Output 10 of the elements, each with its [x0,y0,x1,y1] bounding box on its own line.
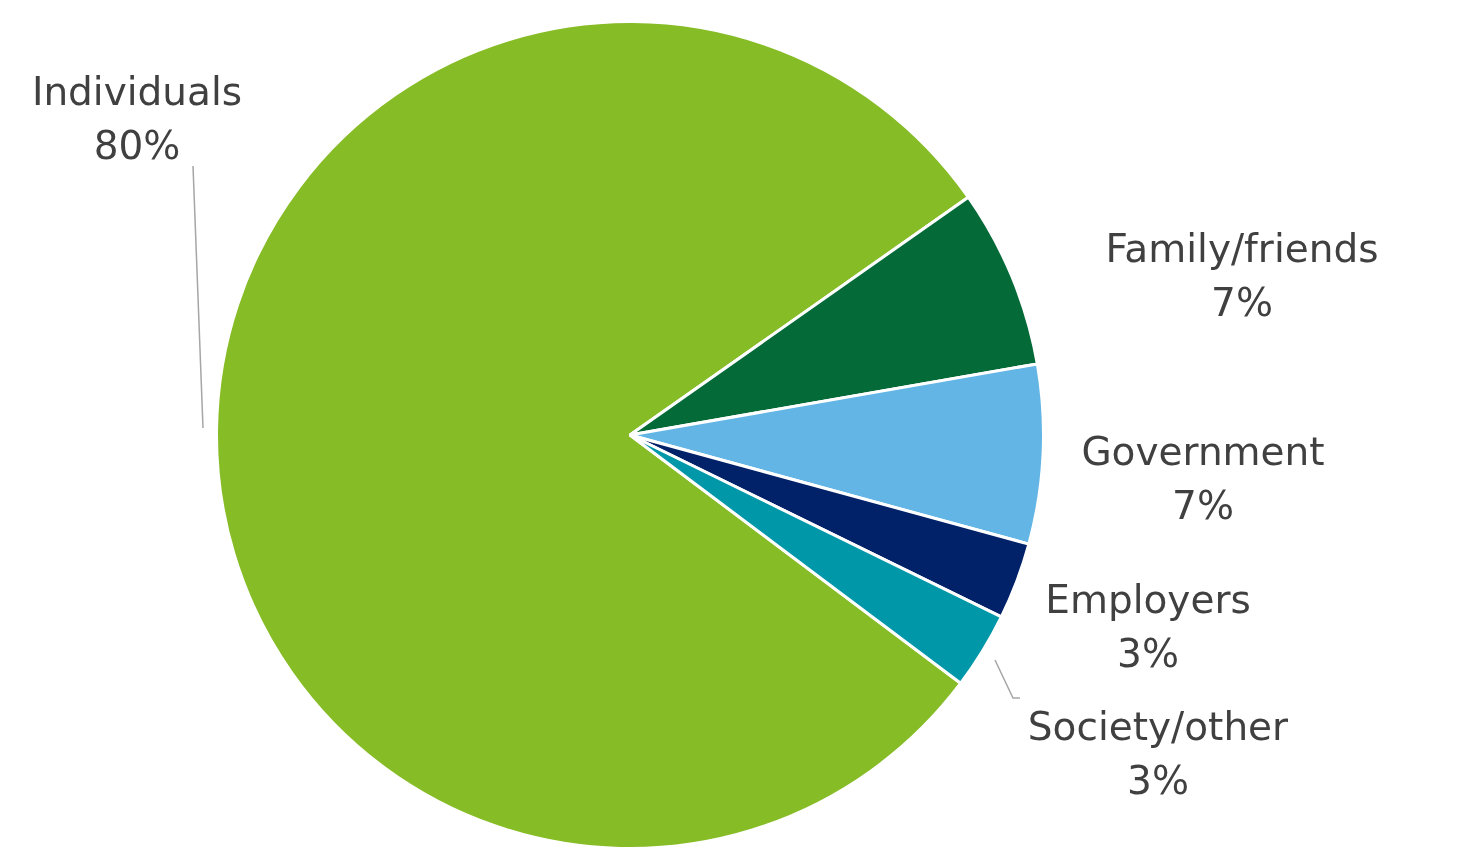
slice-label: Family/friends [1105,226,1379,272]
data-label: 7% [1211,280,1273,326]
slice-label: Individuals [31,69,243,115]
data-label: 3% [1127,758,1189,804]
slice-label: Government [1081,429,1325,475]
slice-label: Employers [1045,577,1251,623]
data-label: 80% [93,123,181,169]
data-label: 3% [1117,631,1179,677]
data-label: 7% [1172,483,1234,529]
slice-label: Society/other [1027,704,1290,750]
